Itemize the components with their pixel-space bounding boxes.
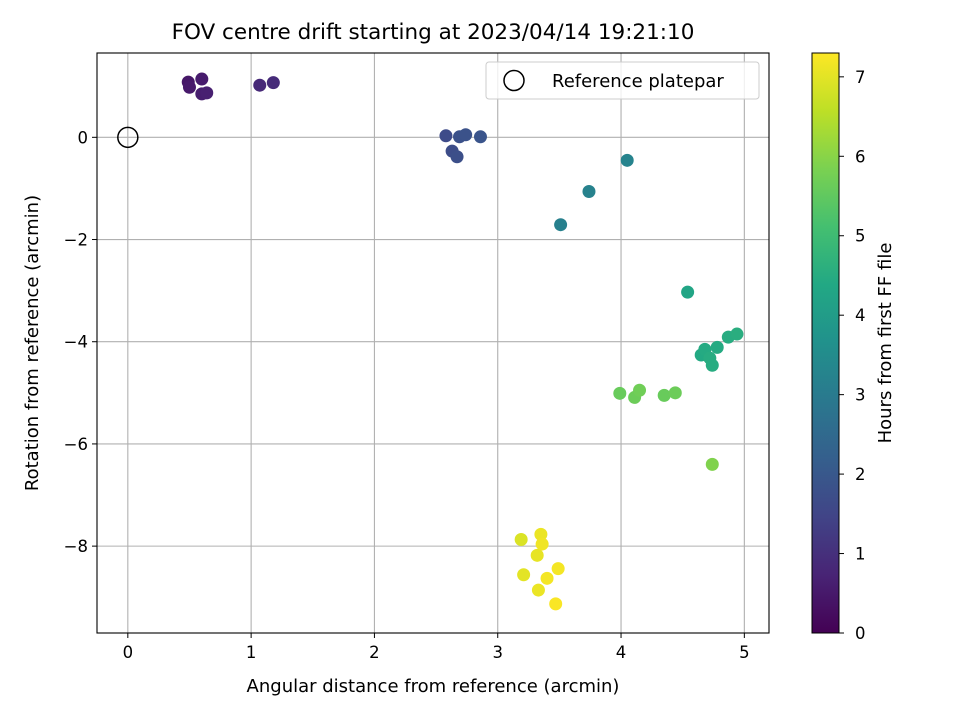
data-point <box>266 76 280 90</box>
colorbar: 0 1 2 3 4 5 6 7 Hours from first FF file <box>811 52 896 643</box>
data-point <box>531 583 545 597</box>
data-point <box>730 327 744 341</box>
colorbar-ticks: 0 1 2 3 4 5 6 7 <box>839 68 866 643</box>
legend-label-reference: Reference platepar <box>552 71 724 92</box>
colorbar-tick-label: 4 <box>855 306 866 325</box>
y-tick-label: −6 <box>64 435 88 454</box>
x-axis-label: Angular distance from reference (arcmin) <box>247 676 620 697</box>
data-point <box>554 218 568 232</box>
data-point <box>549 597 563 611</box>
legend: Reference platepar <box>485 61 760 100</box>
y-tick-label: 0 <box>78 128 89 147</box>
data-point <box>450 150 464 164</box>
colorbar-gradient <box>811 52 840 634</box>
legend-marker-reference <box>503 69 525 92</box>
colorbar-tick-label: 5 <box>855 227 866 246</box>
data-point <box>534 527 548 541</box>
data-point <box>473 130 487 144</box>
colorbar-label: Hours from first FF file <box>875 243 896 444</box>
data-point <box>705 457 719 471</box>
x-tick-label: 1 <box>246 643 257 662</box>
data-point <box>710 340 724 354</box>
data-point <box>540 571 554 585</box>
data-point <box>551 562 565 576</box>
data-point <box>200 86 214 100</box>
chart-title: FOV centre drift starting at 2023/04/14 … <box>172 20 695 45</box>
colorbar-tick-label: 1 <box>855 545 866 564</box>
colorbar-tick-label: 0 <box>855 624 866 643</box>
plot-area: 0 1 2 3 4 5 −8 −6 −4 −2 0 <box>64 52 770 662</box>
x-tick-label: 5 <box>739 643 750 662</box>
x-tick-label: 3 <box>492 643 503 662</box>
data-point <box>195 72 209 86</box>
data-point <box>657 388 671 402</box>
data-point <box>705 358 719 372</box>
y-tick-label: −8 <box>64 537 88 556</box>
data-point <box>535 537 549 551</box>
x-tick-label: 0 <box>123 643 134 662</box>
data-point <box>681 285 695 299</box>
data-point <box>517 568 531 582</box>
data-point <box>530 548 544 562</box>
colorbar-tick-label: 3 <box>855 386 866 405</box>
data-point <box>620 153 634 167</box>
data-point <box>514 532 528 546</box>
data-point <box>459 128 473 142</box>
data-point <box>613 386 627 400</box>
data-point <box>439 129 453 143</box>
y-tick-label: −2 <box>64 231 88 250</box>
y-axis-label: Rotation from reference (arcmin) <box>22 195 43 491</box>
reference-point <box>117 126 139 149</box>
data-point <box>182 80 196 94</box>
colorbar-tick-label: 6 <box>855 147 866 166</box>
x-tick-label: 2 <box>369 643 380 662</box>
data-point <box>633 383 647 397</box>
x-tick-label: 4 <box>616 643 627 662</box>
colorbar-tick-label: 7 <box>855 68 866 87</box>
legend-box <box>485 61 760 100</box>
data-point <box>582 184 596 198</box>
plot-frame <box>96 52 770 634</box>
colorbar-tick-label: 2 <box>855 465 866 484</box>
y-tick-label: −4 <box>64 333 88 352</box>
data-point <box>668 386 682 400</box>
data-point <box>253 78 267 92</box>
